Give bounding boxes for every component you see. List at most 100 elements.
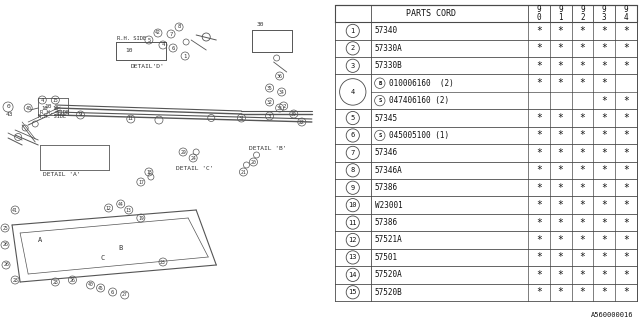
Text: 57521A: 57521A <box>375 236 403 244</box>
Text: *: * <box>601 165 607 175</box>
Text: 36: 36 <box>276 74 282 78</box>
Text: *: * <box>557 26 564 36</box>
Text: *: * <box>536 270 542 280</box>
Text: *: * <box>601 43 607 53</box>
Text: 39: 39 <box>291 111 296 116</box>
Text: *: * <box>601 200 607 210</box>
Text: PARTS CORD: PARTS CORD <box>406 9 456 18</box>
Text: *: * <box>579 148 586 158</box>
Text: 35: 35 <box>267 85 273 91</box>
Text: *: * <box>579 78 586 88</box>
Text: R.H. SIDE: R.H. SIDE <box>116 36 146 42</box>
Text: 8: 8 <box>351 167 355 173</box>
Text: 30: 30 <box>257 22 264 28</box>
Text: 20: 20 <box>251 159 257 164</box>
Text: *: * <box>557 78 564 88</box>
Text: 5: 5 <box>351 115 355 121</box>
Text: 6: 6 <box>351 132 355 139</box>
Text: *: * <box>557 235 564 245</box>
Text: 4: 4 <box>40 98 44 102</box>
Text: B: B <box>118 245 123 251</box>
Text: *: * <box>536 252 542 262</box>
Text: *: * <box>579 252 586 262</box>
Text: *: * <box>536 113 542 123</box>
Text: W23001: W23001 <box>375 201 403 210</box>
Text: 13: 13 <box>126 207 132 212</box>
Text: A: A <box>38 237 42 243</box>
Text: *: * <box>536 183 542 193</box>
Text: *: * <box>536 131 542 140</box>
Text: *: * <box>536 148 542 158</box>
Text: 9
4: 9 4 <box>623 5 628 22</box>
Text: 4: 4 <box>351 89 355 95</box>
Text: *: * <box>579 43 586 53</box>
Text: *: * <box>601 78 607 88</box>
Text: 24: 24 <box>190 156 196 161</box>
Text: 9
3: 9 3 <box>602 5 607 22</box>
Text: *: * <box>623 96 629 106</box>
Text: *: * <box>579 131 586 140</box>
Text: DETAIL 'B': DETAIL 'B' <box>250 146 287 150</box>
Text: DETAIL 'C': DETAIL 'C' <box>176 165 214 171</box>
Text: *: * <box>536 235 542 245</box>
Text: *: * <box>579 270 586 280</box>
Text: 047406160 (2): 047406160 (2) <box>389 96 449 105</box>
Text: 4: 4 <box>161 43 164 47</box>
Text: 57501: 57501 <box>375 253 398 262</box>
Text: 8: 8 <box>177 25 180 29</box>
Text: 14: 14 <box>349 272 357 278</box>
Text: C: C <box>100 255 105 261</box>
Text: *: * <box>557 183 564 193</box>
Text: *: * <box>579 235 586 245</box>
Text: 28: 28 <box>12 277 18 283</box>
Text: 3: 3 <box>268 114 271 118</box>
Text: DETAIL'D': DETAIL'D' <box>131 65 164 69</box>
Text: *: * <box>623 165 629 175</box>
Text: *: * <box>601 131 607 140</box>
Text: 57386: 57386 <box>375 218 398 227</box>
Text: S: S <box>378 98 381 103</box>
Text: *: * <box>579 183 586 193</box>
Text: 10: 10 <box>44 103 52 108</box>
Text: 15: 15 <box>349 289 357 295</box>
Text: *: * <box>601 218 607 228</box>
Text: *: * <box>557 43 564 53</box>
Text: 11: 11 <box>349 220 357 226</box>
Text: *: * <box>536 26 542 36</box>
Text: 12: 12 <box>349 237 357 243</box>
Text: *: * <box>536 165 542 175</box>
Text: 3: 3 <box>351 63 355 69</box>
Text: 57520B: 57520B <box>375 288 403 297</box>
Text: R.H. SIDE: R.H. SIDE <box>38 114 67 118</box>
Text: 10: 10 <box>125 47 133 52</box>
Text: 010006160  (2): 010006160 (2) <box>389 79 454 88</box>
Text: *: * <box>536 218 542 228</box>
Text: 9
1: 9 1 <box>558 5 563 22</box>
Text: R.H. SIDE: R.H. SIDE <box>40 109 70 115</box>
Text: *: * <box>601 183 607 193</box>
Text: *: * <box>623 252 629 262</box>
Text: 57340: 57340 <box>375 27 398 36</box>
Text: 7: 7 <box>351 150 355 156</box>
Text: *: * <box>623 26 629 36</box>
Text: S: S <box>378 133 381 138</box>
Text: *: * <box>601 270 607 280</box>
Text: 9: 9 <box>79 113 82 117</box>
Text: 18: 18 <box>146 170 152 174</box>
Text: 40: 40 <box>88 283 93 287</box>
Text: 11: 11 <box>128 116 134 122</box>
Text: 27: 27 <box>122 292 127 298</box>
Text: 6: 6 <box>111 290 115 294</box>
Text: 10: 10 <box>52 106 59 110</box>
Text: 57330A: 57330A <box>375 44 403 53</box>
Text: 42: 42 <box>155 30 161 36</box>
Text: 1: 1 <box>184 53 187 59</box>
Text: 26: 26 <box>3 262 9 268</box>
Text: *: * <box>536 200 542 210</box>
Text: *: * <box>557 287 564 297</box>
Text: *: * <box>623 61 629 71</box>
Text: *: * <box>623 287 629 297</box>
Text: *: * <box>579 113 586 123</box>
Text: 26: 26 <box>70 277 76 283</box>
Text: 9
2: 9 2 <box>580 5 585 22</box>
